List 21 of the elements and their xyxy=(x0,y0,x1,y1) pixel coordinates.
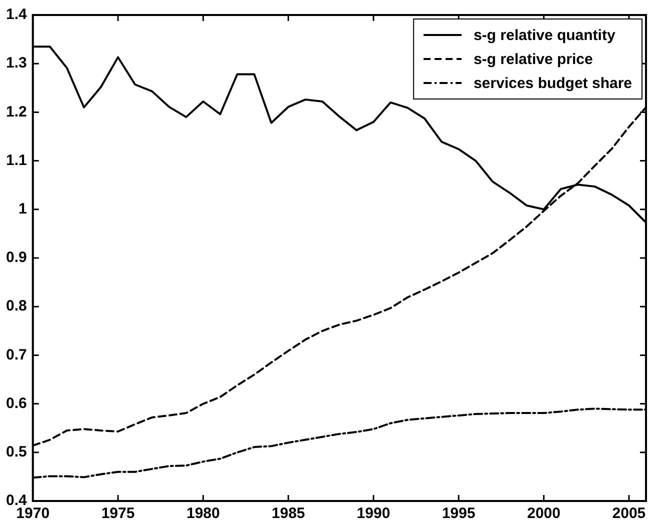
y-tick-label: 1.1 xyxy=(6,152,27,169)
y-tick-label: 0.6 xyxy=(6,394,27,412)
y-tick-label: 0.9 xyxy=(6,249,27,266)
legend-label: s-g relative price xyxy=(474,51,593,68)
y-tick-label: 1.4 xyxy=(6,6,28,24)
y-tick-label: 1.3 xyxy=(6,54,27,72)
x-tick-label: 1970 xyxy=(16,505,50,522)
y-tick-label: 1.2 xyxy=(6,103,27,120)
legend-label: s-g relative quantity xyxy=(474,27,616,44)
legend-label: services budget share xyxy=(474,75,632,92)
x-tick-label: 1975 xyxy=(101,505,135,522)
x-tick-label: 2000 xyxy=(527,505,560,522)
y-tick-label: 0.5 xyxy=(6,444,27,461)
y-tick-label: 0.7 xyxy=(6,346,27,364)
x-tick-label: 2005 xyxy=(612,505,646,522)
x-tick-label: 1980 xyxy=(186,505,220,522)
x-tick-label: 1995 xyxy=(442,505,476,522)
y-tick-label: 1 xyxy=(18,200,27,218)
y-tick-label: 0.8 xyxy=(6,298,27,315)
x-tick-label: 1990 xyxy=(356,505,390,522)
x-tick-label: 1985 xyxy=(272,505,306,522)
